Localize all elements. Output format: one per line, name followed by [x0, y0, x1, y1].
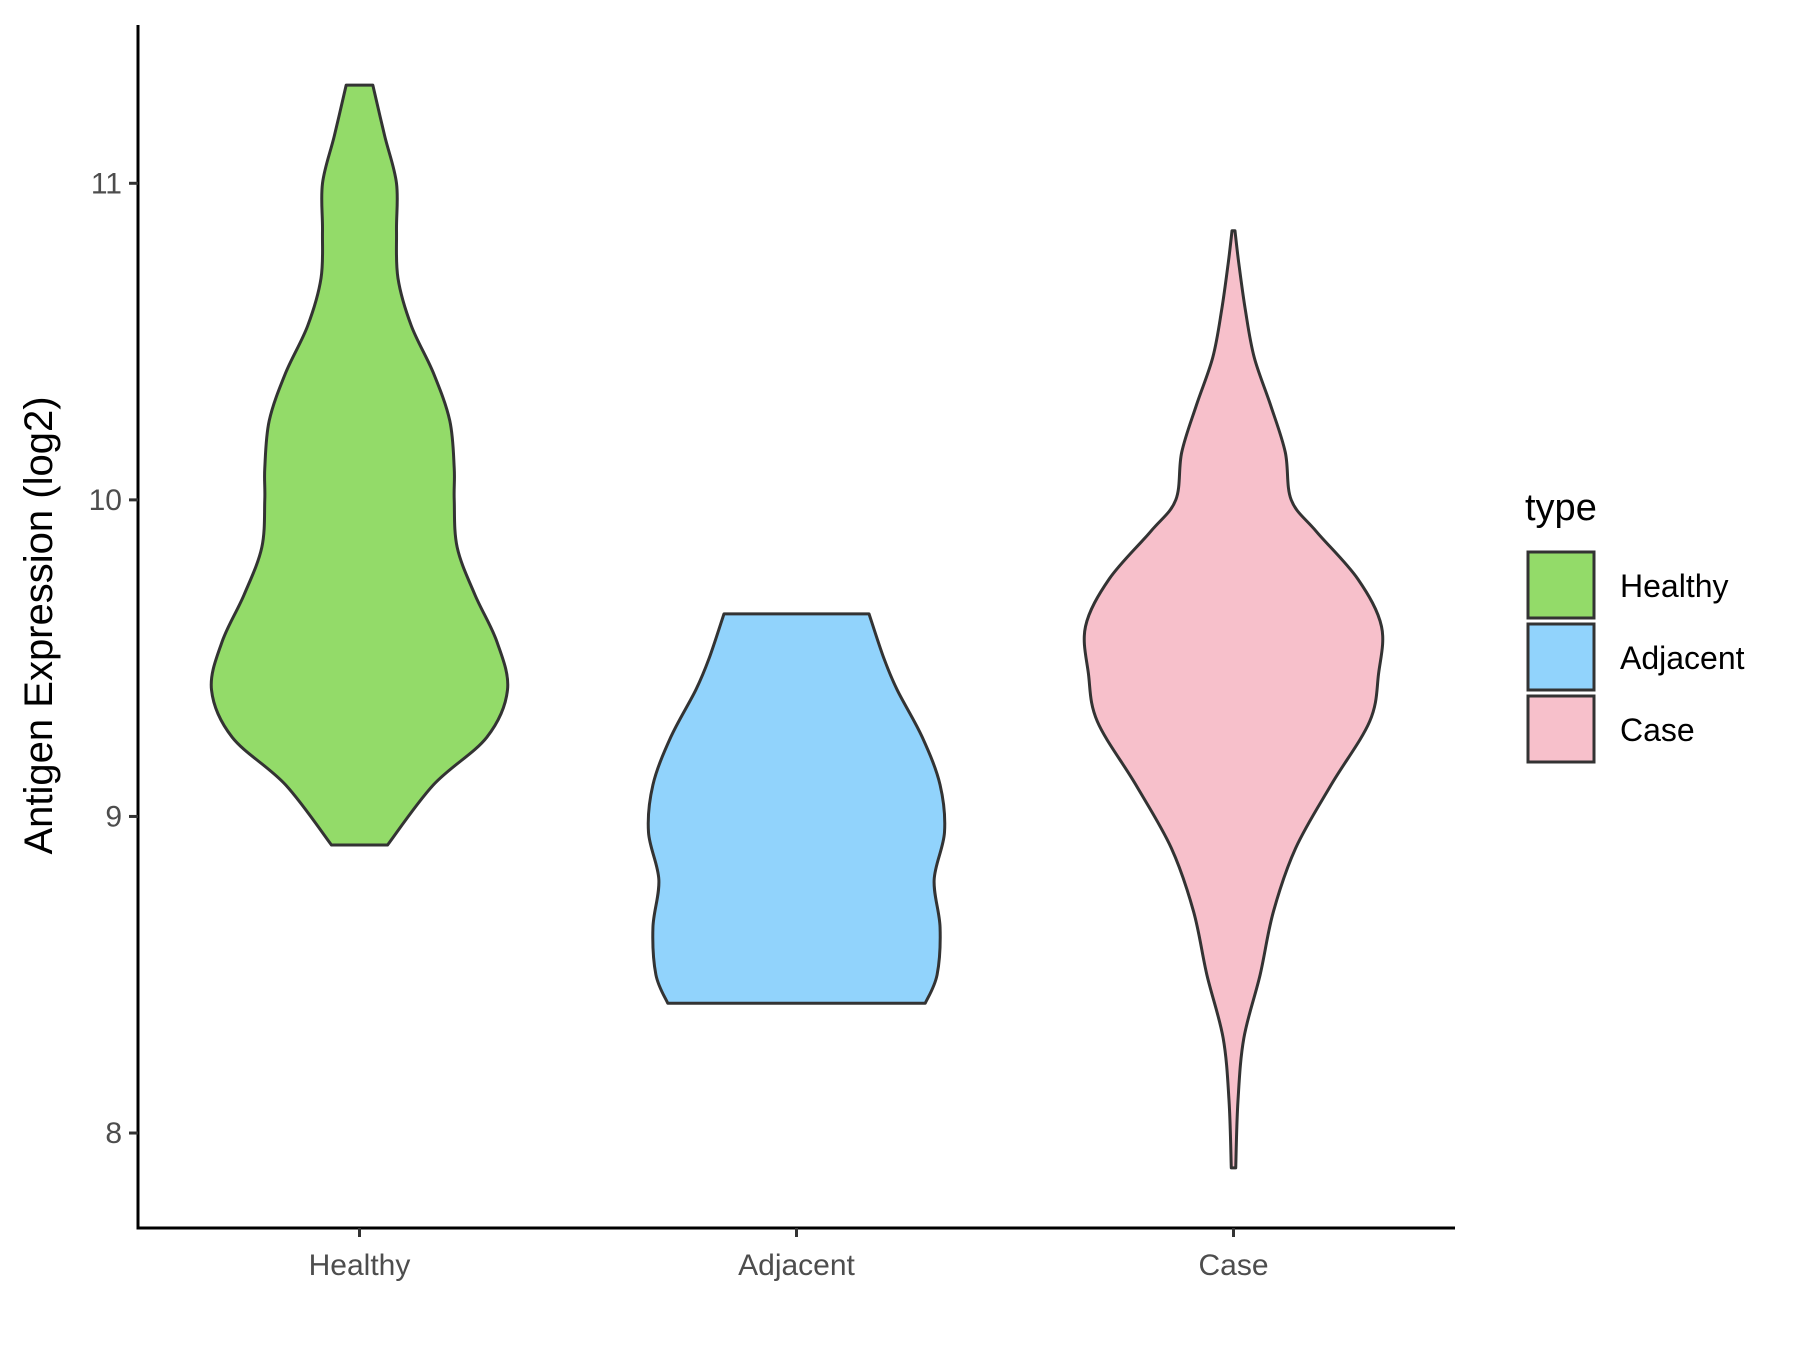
legend-label-adjacent: Adjacent [1620, 640, 1745, 676]
legend-label-healthy: Healthy [1620, 568, 1729, 604]
legend-title: type [1525, 487, 1597, 529]
y-ticks: 8 9 10 11 [89, 167, 138, 1150]
legend-key-adjacent [1526, 622, 1596, 692]
axes: 8 9 10 11 Healthy Adjacent Case [89, 25, 1455, 1282]
x-ticks: Healthy Adjacent Case [309, 1228, 1269, 1282]
y-axis-title: Antigen Expression (log2) [17, 396, 61, 854]
legend-label-case: Case [1620, 712, 1695, 748]
x-tick-label: Case [1198, 1249, 1268, 1282]
y-tick-label: 10 [89, 484, 122, 517]
legend-key-case [1526, 694, 1596, 764]
violin-healthy [209, 83, 510, 847]
violin-group [209, 83, 1385, 1170]
y-tick-label: 8 [105, 1117, 122, 1150]
y-tick-label: 9 [105, 800, 122, 833]
x-tick-label: Healthy [309, 1249, 411, 1282]
legend: type Healthy Adjacent Case [1525, 487, 1745, 764]
violin-case [1082, 229, 1385, 1170]
y-tick-label: 11 [91, 167, 122, 200]
legend-key-healthy [1526, 550, 1596, 620]
violin-adjacent [646, 612, 947, 1005]
x-tick-label: Adjacent [738, 1249, 855, 1282]
legend-items: Healthy Adjacent Case [1526, 550, 1745, 764]
